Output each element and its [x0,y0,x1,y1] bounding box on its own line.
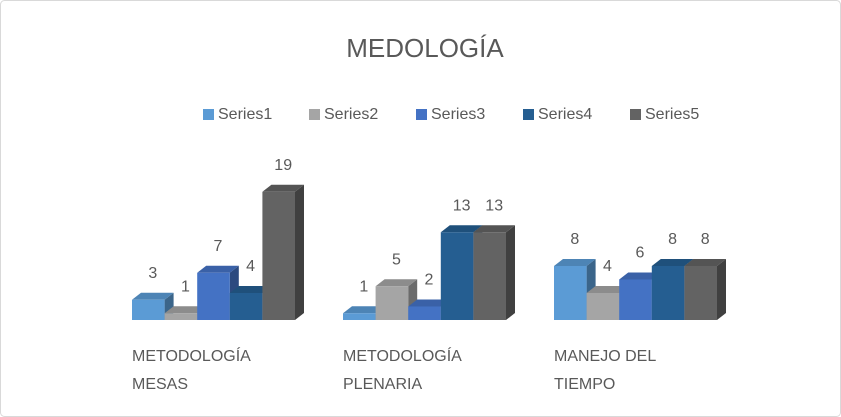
data-label: 5 [392,251,401,268]
data-label: 4 [603,258,612,275]
data-label: 6 [636,245,645,262]
bar [586,293,620,320]
bar-top [164,306,207,314]
data-label: 19 [274,157,292,174]
bar-top [619,272,661,280]
bar [651,266,685,320]
data-label: 13 [485,197,503,214]
bar [132,299,165,320]
legend-swatch [630,109,641,120]
data-label: 7 [214,238,223,255]
bar [554,266,587,320]
bar-top [554,259,596,266]
legend-swatch [523,109,534,120]
legend-label: Series4 [538,106,592,123]
legend-label: Series1 [218,106,272,123]
bar-top [197,265,239,273]
chart-title: MEDOLOGÍA [346,33,504,63]
bar [440,232,474,320]
data-label: 8 [570,231,579,248]
bar-top [229,286,272,293]
bar-top [651,259,694,266]
bar-top [684,259,726,266]
bar-top [132,292,174,300]
bar [375,286,409,320]
bar-top [440,225,483,233]
legend-label: Series3 [431,106,485,123]
legend-swatch [309,109,320,120]
legend-swatch [416,109,427,120]
bar [684,266,717,320]
bar-top [262,184,304,192]
bar [262,191,295,320]
bar [408,306,441,320]
data-label: 13 [453,197,471,214]
data-label: 8 [701,231,710,248]
bar-top [408,299,450,307]
bar [164,313,198,320]
bar [197,272,230,320]
data-label: 4 [246,258,255,275]
data-label: 1 [181,278,190,295]
legend-label: Series5 [645,106,699,123]
data-label: 3 [148,265,157,282]
bar [229,293,263,320]
category-label: METODOLOGÍA PLENARIA [343,348,461,393]
bar-top [375,279,418,287]
legend-swatch [203,109,214,120]
data-label: 8 [668,231,677,248]
bar [343,313,376,320]
bar-side [506,225,515,320]
data-label: 2 [425,272,434,289]
bar-side [717,259,726,320]
data-label: 1 [359,278,368,295]
bar-side [295,184,304,320]
bar [473,232,506,320]
bar-top [343,306,385,314]
bar-top [473,225,515,233]
bar-top [586,286,629,293]
bar [619,279,652,320]
legend-label: Series2 [324,106,378,123]
category-label: METODOLOGÍA MESAS [132,348,250,393]
category-label: MANEJO DEL TIEMPO [554,348,656,393]
